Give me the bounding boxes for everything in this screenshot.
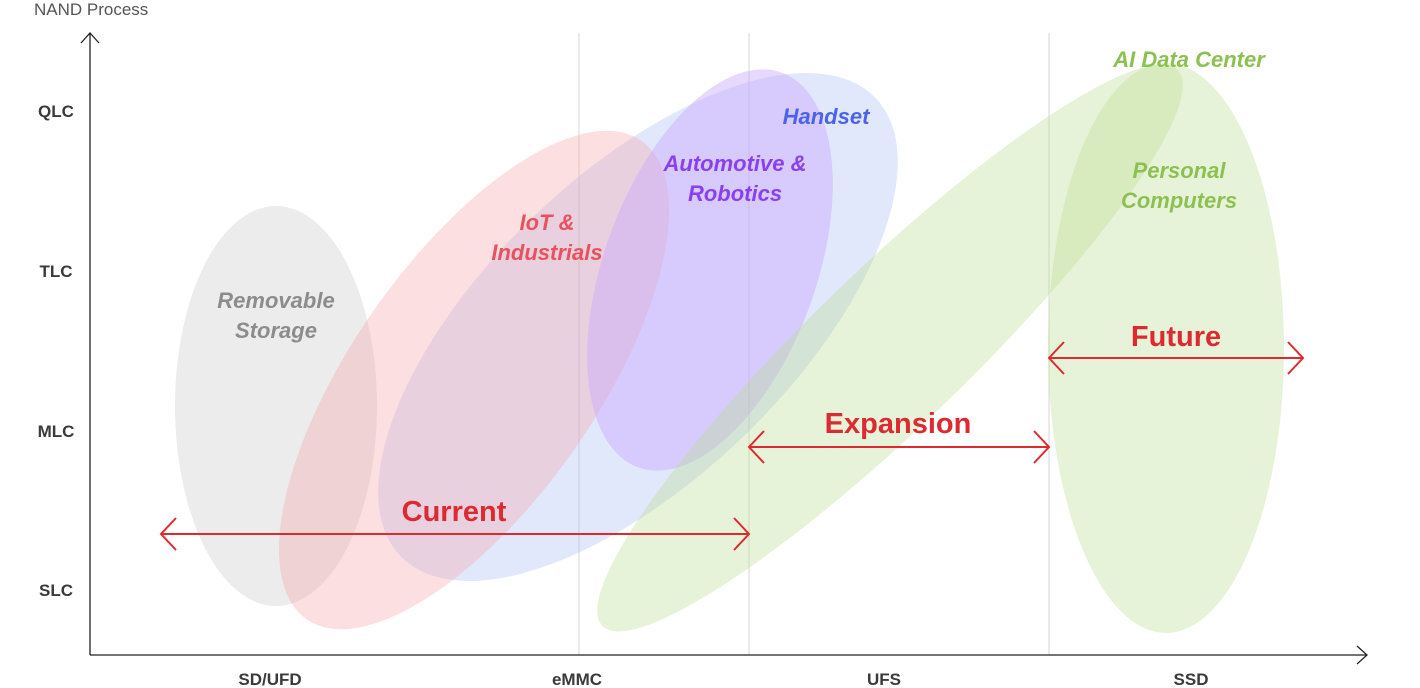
y-label-mlc: MLC [38,422,75,441]
removable-storage-label-2: Storage [235,318,317,343]
x-label-emmc: eMMC [552,670,602,688]
ai-data-center-ellipse [597,64,1183,632]
y-label-tlc: TLC [39,262,72,281]
personal-computers-label-2: Computers [1121,188,1237,213]
removable-storage-label-1: Removable [217,288,334,313]
y-label-slc: SLC [39,581,73,600]
iot-industrials-ellipse [278,130,670,630]
current-label: Current [402,496,507,528]
handset-ellipse [378,73,898,581]
x-label-ufs: UFS [867,670,901,688]
personal-computers-ellipse [1048,63,1284,633]
handset-label: Handset [783,104,871,129]
automotive-label-2: Robotics [688,181,782,206]
x-axis-arrow-icon [1356,645,1368,665]
current-range-arrow [159,517,751,551]
iot-label-2: Industrials [491,240,602,265]
ai-data-center-label: AI Data Center [1112,47,1266,72]
iot-label-1: IoT & [520,210,575,235]
expansion-range-arrow [747,430,1051,464]
x-label-ssd: SSD [1174,670,1209,688]
y-label-qlc: QLC [38,102,74,121]
future-range-arrow [1047,341,1305,375]
expansion-label: Expansion [825,408,972,440]
personal-computers-label-1: Personal [1133,158,1227,183]
y-axis-arrow-icon [80,32,100,44]
automotive-robotics-ellipse [587,69,833,471]
removable-storage-ellipse [175,206,377,606]
automotive-label-1: Automotive & [663,151,807,176]
y-axis-title: NAND Process [34,0,148,19]
future-label: Future [1131,321,1221,353]
x-label-sd-ufd: SD/UFD [238,670,301,688]
